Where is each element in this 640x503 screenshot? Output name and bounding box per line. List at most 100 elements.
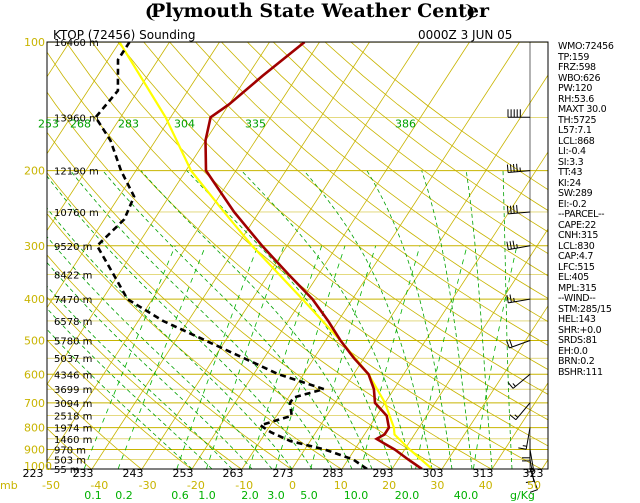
moist-adiabat-line bbox=[102, 170, 353, 469]
moist-adiabat-line bbox=[421, 170, 473, 469]
dry-adiabat-line bbox=[221, 42, 548, 299]
wind-barb-flag bbox=[509, 241, 512, 250]
mixing-ratio-line bbox=[117, 245, 206, 469]
wind-barb-flag bbox=[509, 339, 513, 348]
banner-title: Plymouth State Weather Center bbox=[150, 0, 490, 22]
height-label: 2518 m bbox=[54, 412, 92, 423]
mixing-ratio-unit-label: g/Kg bbox=[510, 489, 535, 502]
mixing-ratio-label: 40.0 bbox=[454, 489, 479, 502]
index-item: EI:-0.2 bbox=[558, 198, 587, 210]
height-label: 1974 m bbox=[54, 424, 92, 435]
mixing-ratio-line bbox=[248, 245, 323, 469]
isotherm-line bbox=[47, 42, 320, 463]
wind-barb-flag bbox=[518, 447, 527, 450]
index-item: TP:159 bbox=[558, 51, 590, 63]
stability-indices-list: WMO:72456 TP:159 FRZ:598 WBO:626 PW:120 RH:53… bbox=[558, 41, 638, 378]
mixing-ratio-label: 3.0 bbox=[267, 489, 285, 502]
height-label: 13960 m bbox=[54, 113, 99, 124]
dry-adiabat-line bbox=[47, 172, 392, 469]
index-item: --PARCEL-- bbox=[558, 209, 605, 220]
wind-barb bbox=[529, 468, 538, 493]
height-label: 7470 m bbox=[54, 295, 92, 306]
pressure-tick-label: 1000 bbox=[24, 460, 52, 473]
index-item: FRZ:598 bbox=[558, 62, 596, 73]
index-item: WBO:626 bbox=[558, 72, 601, 84]
isotherm-line bbox=[47, 42, 220, 309]
wind-barb-flag bbox=[513, 163, 515, 173]
wind-barb-shaft bbox=[508, 298, 531, 304]
wind-barb-half-flag bbox=[522, 445, 527, 447]
theta-tick-label: 303 bbox=[423, 467, 444, 480]
wind-barb-flag bbox=[506, 241, 509, 250]
pressure-tick-label: 700 bbox=[24, 397, 45, 410]
index-item: SW:289 bbox=[558, 188, 593, 199]
wind-barb-flag bbox=[510, 205, 512, 214]
wind-barb-flag bbox=[506, 164, 509, 173]
isotherm-line bbox=[491, 382, 548, 469]
mixing-ratio-line bbox=[415, 245, 468, 469]
isotherm-line bbox=[47, 42, 120, 155]
index-item: RH:53.6 bbox=[558, 93, 594, 105]
mixing-ratio-label: 10.0 bbox=[344, 489, 369, 502]
wind-barb-flag bbox=[507, 381, 514, 389]
wind-barb bbox=[507, 109, 531, 118]
index-item: MAXT 30.0 bbox=[558, 104, 607, 115]
wind-barb-flag bbox=[516, 163, 518, 172]
dry-adiabat-line bbox=[47, 339, 192, 469]
theta-tick-label: 313 bbox=[473, 467, 494, 480]
isotherm-line bbox=[47, 42, 170, 232]
theta-upper-label: 304 bbox=[174, 117, 195, 130]
pressure-tick-label: 900 bbox=[24, 443, 45, 456]
index-item: EL:405 bbox=[558, 272, 589, 283]
height-label: 5037 m bbox=[54, 354, 92, 365]
theta-tick-label: 243 bbox=[123, 467, 144, 480]
wind-barb bbox=[506, 205, 531, 215]
index-item: LFC:515 bbox=[558, 261, 595, 273]
wind-barb-flag bbox=[525, 480, 534, 483]
wind-barb-flag bbox=[509, 294, 512, 303]
dry-adiabat-line bbox=[169, 42, 548, 346]
dry-adiabat-line bbox=[47, 383, 142, 469]
dry-adiabat-line bbox=[47, 131, 442, 469]
height-label: 4346 m bbox=[54, 370, 92, 381]
temperature-tick-label: 10 bbox=[334, 479, 348, 492]
moist-adiabat-line bbox=[47, 207, 293, 469]
height-label: 16460 m bbox=[54, 38, 99, 49]
mixing-ratio-label: 5.0 bbox=[300, 489, 318, 502]
theta-tick-label: 273 bbox=[273, 467, 294, 480]
height-label: 3699 m bbox=[54, 385, 92, 396]
index-item: MPL:315 bbox=[558, 282, 597, 294]
temperature-profile-line bbox=[204, 42, 423, 469]
index-item: SHR:+0.0 bbox=[558, 324, 602, 336]
grid-lines bbox=[47, 42, 548, 469]
index-item: LCL:830 bbox=[558, 240, 595, 252]
wind-barb-shaft bbox=[515, 402, 531, 421]
moist-adiabat-line bbox=[140, 170, 373, 469]
mixing-ratio-label: 0.2 bbox=[115, 489, 133, 502]
dry-adiabat-line bbox=[195, 42, 548, 323]
wind-barb bbox=[506, 339, 531, 349]
isotherm-line bbox=[441, 305, 548, 469]
pressure-tick-label: 600 bbox=[24, 368, 45, 381]
plot-frame bbox=[46, 41, 549, 470]
mixing-ratio-line bbox=[275, 245, 346, 469]
moist-adiabat-line bbox=[47, 261, 253, 469]
dry-adiabat-line bbox=[47, 254, 292, 469]
theta-tick-label: 283 bbox=[323, 467, 344, 480]
wind-barb bbox=[518, 427, 531, 450]
temperature-tick-label: -20 bbox=[187, 479, 205, 492]
height-label: 6578 m bbox=[54, 317, 92, 328]
moist-adiabat-line bbox=[465, 170, 493, 469]
mixing-ratio-label: 0.6 bbox=[171, 489, 189, 502]
height-label: 8422 m bbox=[54, 270, 92, 281]
height-label: 1460 m bbox=[54, 435, 92, 446]
isotherm-line bbox=[191, 42, 470, 469]
mixing-ratio-label: 20.0 bbox=[395, 489, 420, 502]
index-item: KI:24 bbox=[558, 177, 581, 189]
isotherm-line bbox=[241, 42, 520, 469]
wind-barb-shaft bbox=[525, 427, 531, 450]
index-item: SI:3.3 bbox=[558, 156, 584, 168]
index-item: TT:43 bbox=[558, 167, 583, 178]
wind-barb-half-flag bbox=[513, 297, 515, 302]
